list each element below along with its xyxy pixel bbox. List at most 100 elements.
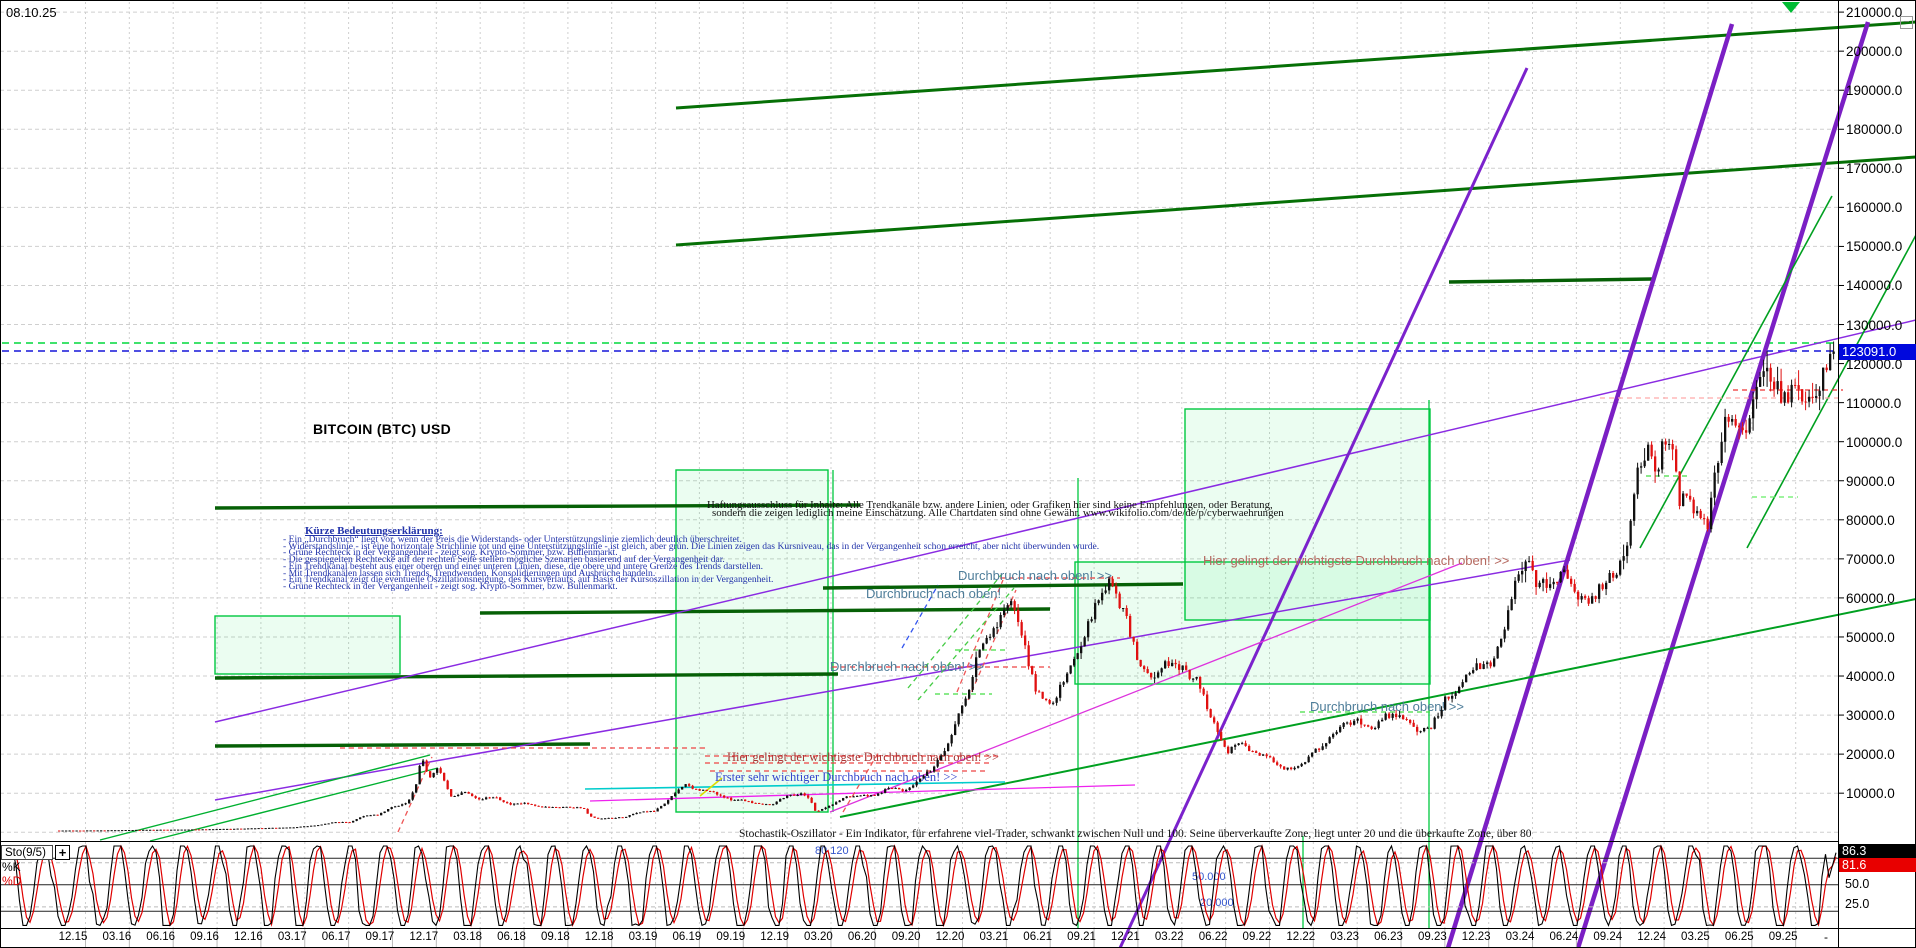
candle-body [1014, 601, 1016, 610]
candle-body [1399, 715, 1401, 717]
candle-body [1346, 723, 1348, 724]
candle-body [1052, 703, 1054, 704]
candle-body [811, 798, 813, 803]
candle-body [107, 830, 109, 831]
price-axis-label: 30000.0 [1846, 708, 1895, 723]
candle-body [1448, 697, 1450, 699]
stochastic-k-value-tag: 86.3 [1839, 844, 1916, 858]
candle-body [426, 761, 428, 772]
candle-body [807, 795, 809, 797]
candle-body [720, 795, 722, 796]
candle-body [177, 830, 179, 831]
indicator-name-box[interactable]: Sto(9/5) [1, 845, 53, 860]
candle-body [779, 799, 781, 802]
candle-body [373, 815, 375, 816]
candle-body [436, 768, 438, 773]
candle-body [1140, 660, 1142, 666]
candle-body [1238, 743, 1240, 745]
time-axis-label: 06.21 [1021, 931, 1055, 943]
candle-body [1633, 494, 1635, 521]
candle-body [398, 806, 400, 807]
time-axis-label: 03.22 [1152, 931, 1186, 943]
candle-body [1500, 639, 1502, 647]
candle-body [335, 822, 337, 823]
candle-body [853, 796, 855, 797]
candle-body [1308, 757, 1310, 763]
candle-body [384, 812, 386, 814]
candle-body [1577, 592, 1579, 600]
candle-body [947, 744, 949, 752]
indicator-add-button[interactable]: + [55, 845, 70, 860]
candle-body [128, 830, 130, 831]
candle-body [1150, 673, 1152, 677]
candle-body [1574, 584, 1576, 592]
candle-body [1318, 749, 1320, 750]
candle-body [664, 804, 666, 806]
candle-body [1819, 391, 1821, 396]
candle-body [1549, 584, 1551, 588]
candle-body [741, 800, 743, 801]
candle-body [282, 828, 284, 829]
candle-body [1654, 456, 1656, 471]
candle-body [993, 628, 995, 637]
candle-body [58, 831, 60, 832]
candle-body [1458, 687, 1460, 693]
time-axis-label: 03.20 [801, 931, 835, 943]
candle-body [590, 814, 592, 817]
candle-body [905, 790, 907, 791]
candle-body [408, 800, 410, 804]
time-axis-label: 09.19 [714, 931, 748, 943]
candle-body [342, 822, 344, 823]
candle-body [1486, 662, 1488, 664]
candle-body [821, 809, 823, 811]
candle-body [1000, 615, 1002, 627]
candle-body [440, 768, 442, 773]
time-axis-label: 09.23 [1415, 931, 1449, 943]
candle-body [786, 796, 788, 798]
candle-body [979, 650, 981, 658]
candle-body [1759, 377, 1761, 387]
candle-body [1542, 579, 1544, 583]
candle-body [1304, 762, 1306, 764]
time-axis-label: 09.21 [1065, 931, 1099, 943]
time-axis-label: 06.23 [1372, 931, 1406, 943]
candle-body [1290, 768, 1292, 770]
collapse-panel-icon[interactable]: − [1900, 16, 1913, 29]
candle-body [216, 829, 218, 830]
candle-body [902, 789, 904, 791]
candle-body [1745, 430, 1747, 433]
candle-body [286, 828, 288, 829]
chart-plot-area[interactable] [0, 0, 1916, 948]
candle-body [272, 828, 274, 829]
candle-body [1360, 719, 1362, 725]
time-axis-label: 03.21 [977, 931, 1011, 943]
time-axis-label: 12.20 [933, 931, 967, 943]
candle-body [1168, 661, 1170, 666]
candle-body [1780, 381, 1782, 403]
candle-body [1528, 561, 1530, 562]
candle-body [580, 807, 582, 808]
candle-body [412, 793, 414, 800]
time-axis-label: 06.18 [495, 931, 529, 943]
time-axis-label: 09.20 [889, 931, 923, 943]
time-axis-label: 06.20 [845, 931, 879, 943]
candle-body [849, 796, 851, 797]
candle-body [125, 830, 127, 831]
price-axis-label: 180000.0 [1846, 122, 1902, 137]
time-axis-label: 12.16 [231, 931, 265, 943]
candle-body [1777, 381, 1779, 389]
candle-body [415, 784, 417, 792]
candle-body [433, 773, 435, 777]
candle-body [650, 811, 652, 812]
candle-body [1525, 562, 1527, 572]
candle-body [135, 830, 137, 831]
candle-body [1794, 385, 1796, 386]
candle-body [1490, 662, 1492, 666]
time-axis-label: 03.25 [1678, 931, 1712, 943]
candle-body [643, 811, 645, 812]
time-axis-label: 09.24 [1591, 931, 1625, 943]
candle-body [1595, 596, 1597, 599]
candle-body [1507, 610, 1509, 629]
candle-body [1717, 463, 1719, 473]
candle-body [492, 797, 494, 798]
